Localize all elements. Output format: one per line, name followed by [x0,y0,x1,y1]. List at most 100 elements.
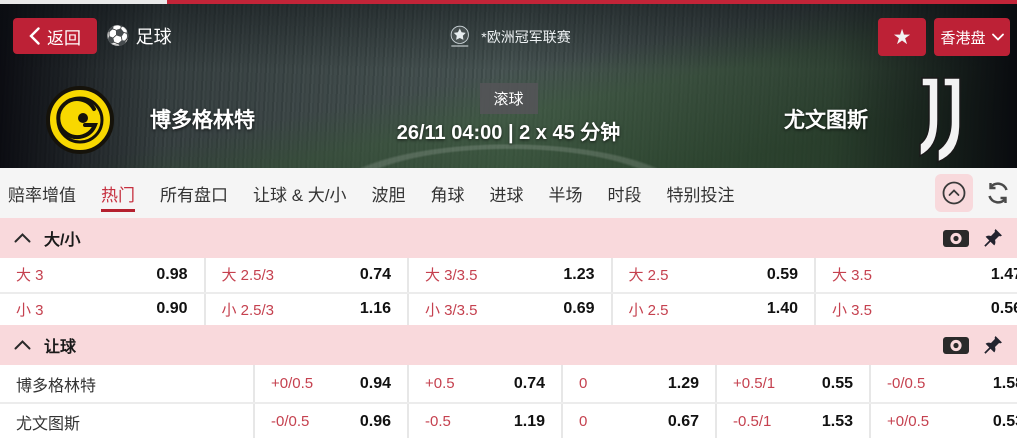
tab-goals[interactable]: 进球 [489,185,524,205]
odds-cell[interactable]: +0/0.5 0.53 [869,404,1017,438]
odds-value: 1.40 [766,300,798,318]
sport-selector[interactable]: ⚽ 足球 [106,18,172,54]
odds-cell[interactable]: 小 2.5 1.40 [610,293,815,325]
odds-value: 1.58 [992,374,1017,392]
pin-icon[interactable] [983,335,1003,355]
line-label: 大 2.5 [628,267,669,285]
match-header: 返回 ⚽ 足球 *欧洲冠军联赛 ★ 香港盘 博多格林特 滚球 [0,4,1017,168]
odds-value: 0.96 [359,412,391,430]
cash-icon[interactable] [942,229,970,248]
odds-cell[interactable]: 小 3.5 0.56 [814,293,1017,325]
tab-odds-boost[interactable]: 赔率增值 [8,185,76,205]
back-button[interactable]: 返回 [13,18,97,54]
tab-half[interactable]: 半场 [548,185,583,205]
live-status-badge: 滚球 [479,83,538,114]
line-label: 大 2.5/3 [221,267,275,285]
odds-cell[interactable]: 0 1.29 [561,365,715,402]
cash-icon[interactable] [942,336,970,355]
tab-popular[interactable]: 热门 [101,168,135,218]
odds-cell[interactable]: 大 3.5 1.47 [814,258,1017,292]
sport-label: 足球 [135,27,172,47]
collapse-circle-icon [941,180,967,206]
line-label: -0.5/1 [733,413,772,430]
odds-cell[interactable]: +0/0.5 0.94 [253,365,407,402]
market-type-dropdown[interactable]: 香港盘 [934,18,1010,56]
collapse-chevron-icon [14,233,31,243]
odds-cell[interactable]: -0.5 1.19 [407,404,561,438]
home-handicap-row: 博多格林特 +0/0.5 0.94 +0.5 0.74 0 1.29 +0.5/1 0.… [0,365,1017,402]
line-label: 小 3/3.5 [425,301,478,319]
odds-value: 1.53 [821,412,853,430]
odds-cell[interactable]: -0/0.5 1.58 [869,365,1017,402]
odds-value: 0.74 [359,265,391,283]
odds-cell[interactable]: 小 2.5/3 1.16 [203,293,408,325]
kickoff-time: 26/11 04:00 | 2 x 45 分钟 [396,122,621,144]
odds-cell[interactable]: 大 2.5 0.59 [610,258,815,292]
odds-value: 0.53 [992,412,1017,430]
odds-value: 0.74 [513,374,545,392]
refresh-button[interactable] [985,180,1011,206]
pin-icon[interactable] [983,228,1003,248]
line-label: 小 2.5 [628,301,669,319]
away-team-name: 尤文图斯 [784,109,868,132]
odds-value: 1.47 [990,265,1017,283]
line-label: 小 2.5/3 [221,301,275,319]
odds-value: 1.23 [563,265,595,283]
odds-cell[interactable]: 大 2.5/3 0.74 [203,258,408,292]
tab-period[interactable]: 时段 [607,185,642,205]
odds-cell[interactable]: 小 3 0.90 [0,294,204,326]
section-title: 让球 [44,339,77,356]
away-team-logo [916,72,964,168]
section-over-under: 大/小 大 3 0.98 大 2.5/3 0.74 大 3/3.5 1.23 大 2.… [0,218,1017,325]
top-loading-strip [0,0,1017,4]
champions-league-logo [446,24,472,50]
market-type-label: 香港盘 [940,29,986,47]
odds-cell[interactable]: 大 3 0.98 [0,258,204,292]
line-label: 小 3.5 [832,301,873,319]
odds-value: 0.67 [667,412,699,430]
odds-cell[interactable]: 大 3/3.5 1.23 [407,258,611,292]
collapse-all-button[interactable] [935,174,973,212]
odds-value: 0.69 [563,300,595,318]
tab-handicap-ou[interactable]: 让球 & 大/小 [253,185,347,205]
tab-all-markets[interactable]: 所有盘口 [160,185,228,205]
section-header-handicap[interactable]: 让球 [0,325,1017,365]
odds-value: 0.94 [359,374,391,392]
favorite-button[interactable]: ★ [878,18,926,56]
odds-cell[interactable]: 0 0.67 [561,404,715,438]
section-handicap: 让球 博多格林特 +0/0.5 0.94 +0.5 0.74 0 1.29 +0.5/… [0,325,1017,438]
odds-value: 0.98 [156,265,188,283]
away-handicap-row: 尤文图斯 -0/0.5 0.96 -0.5 1.19 0 0.67 -0.5/1 1.5… [0,402,1017,438]
tab-corners[interactable]: 角球 [430,185,465,205]
odds-cell[interactable]: -0.5/1 1.53 [715,404,869,438]
line-label: 小 3 [16,301,44,319]
over-row: 大 3 0.98 大 2.5/3 0.74 大 3/3.5 1.23 大 2.5 0.5… [0,258,1017,292]
team-name-cell: 尤文图斯 [16,415,81,433]
odds-value: 1.29 [667,374,699,392]
line-label: -0/0.5 [271,413,310,430]
chevron-down-icon [991,33,1004,41]
odds-value: 1.19 [513,412,545,430]
line-label: -0.5 [425,413,451,430]
line-label: +0.5/1 [733,375,776,392]
odds-value: 0.56 [990,300,1017,318]
line-label: 0 [579,413,588,430]
home-team-logo [45,85,115,160]
odds-cell[interactable]: 小 3/3.5 0.69 [407,293,611,325]
section-header-over-under[interactable]: 大/小 [0,218,1017,258]
odds-cell[interactable]: +0.5 0.74 [407,365,561,402]
section-title: 大/小 [44,232,81,249]
line-label: 大 3 [16,267,44,285]
home-team-name: 博多格林特 [150,109,255,132]
star-icon: ★ [892,25,912,49]
market-tabbar: 赔率增值 热门 所有盘口 让球 & 大/小 波胆 角球 进球 半场 时段 特别投… [0,168,1017,218]
back-label: 返回 [47,28,81,48]
tab-correct-score[interactable]: 波胆 [371,185,406,205]
back-chevron-icon [29,27,40,45]
odds-cell[interactable]: +0.5/1 0.55 [715,365,869,402]
under-row: 小 3 0.90 小 2.5/3 1.16 小 3/3.5 0.69 小 2.5 1.4… [0,291,1017,326]
tab-specials[interactable]: 特别投注 [666,185,735,205]
league-title: *欧洲冠军联赛 [446,18,571,56]
line-label: 大 3/3.5 [425,267,478,285]
odds-cell[interactable]: -0/0.5 0.96 [253,404,407,438]
